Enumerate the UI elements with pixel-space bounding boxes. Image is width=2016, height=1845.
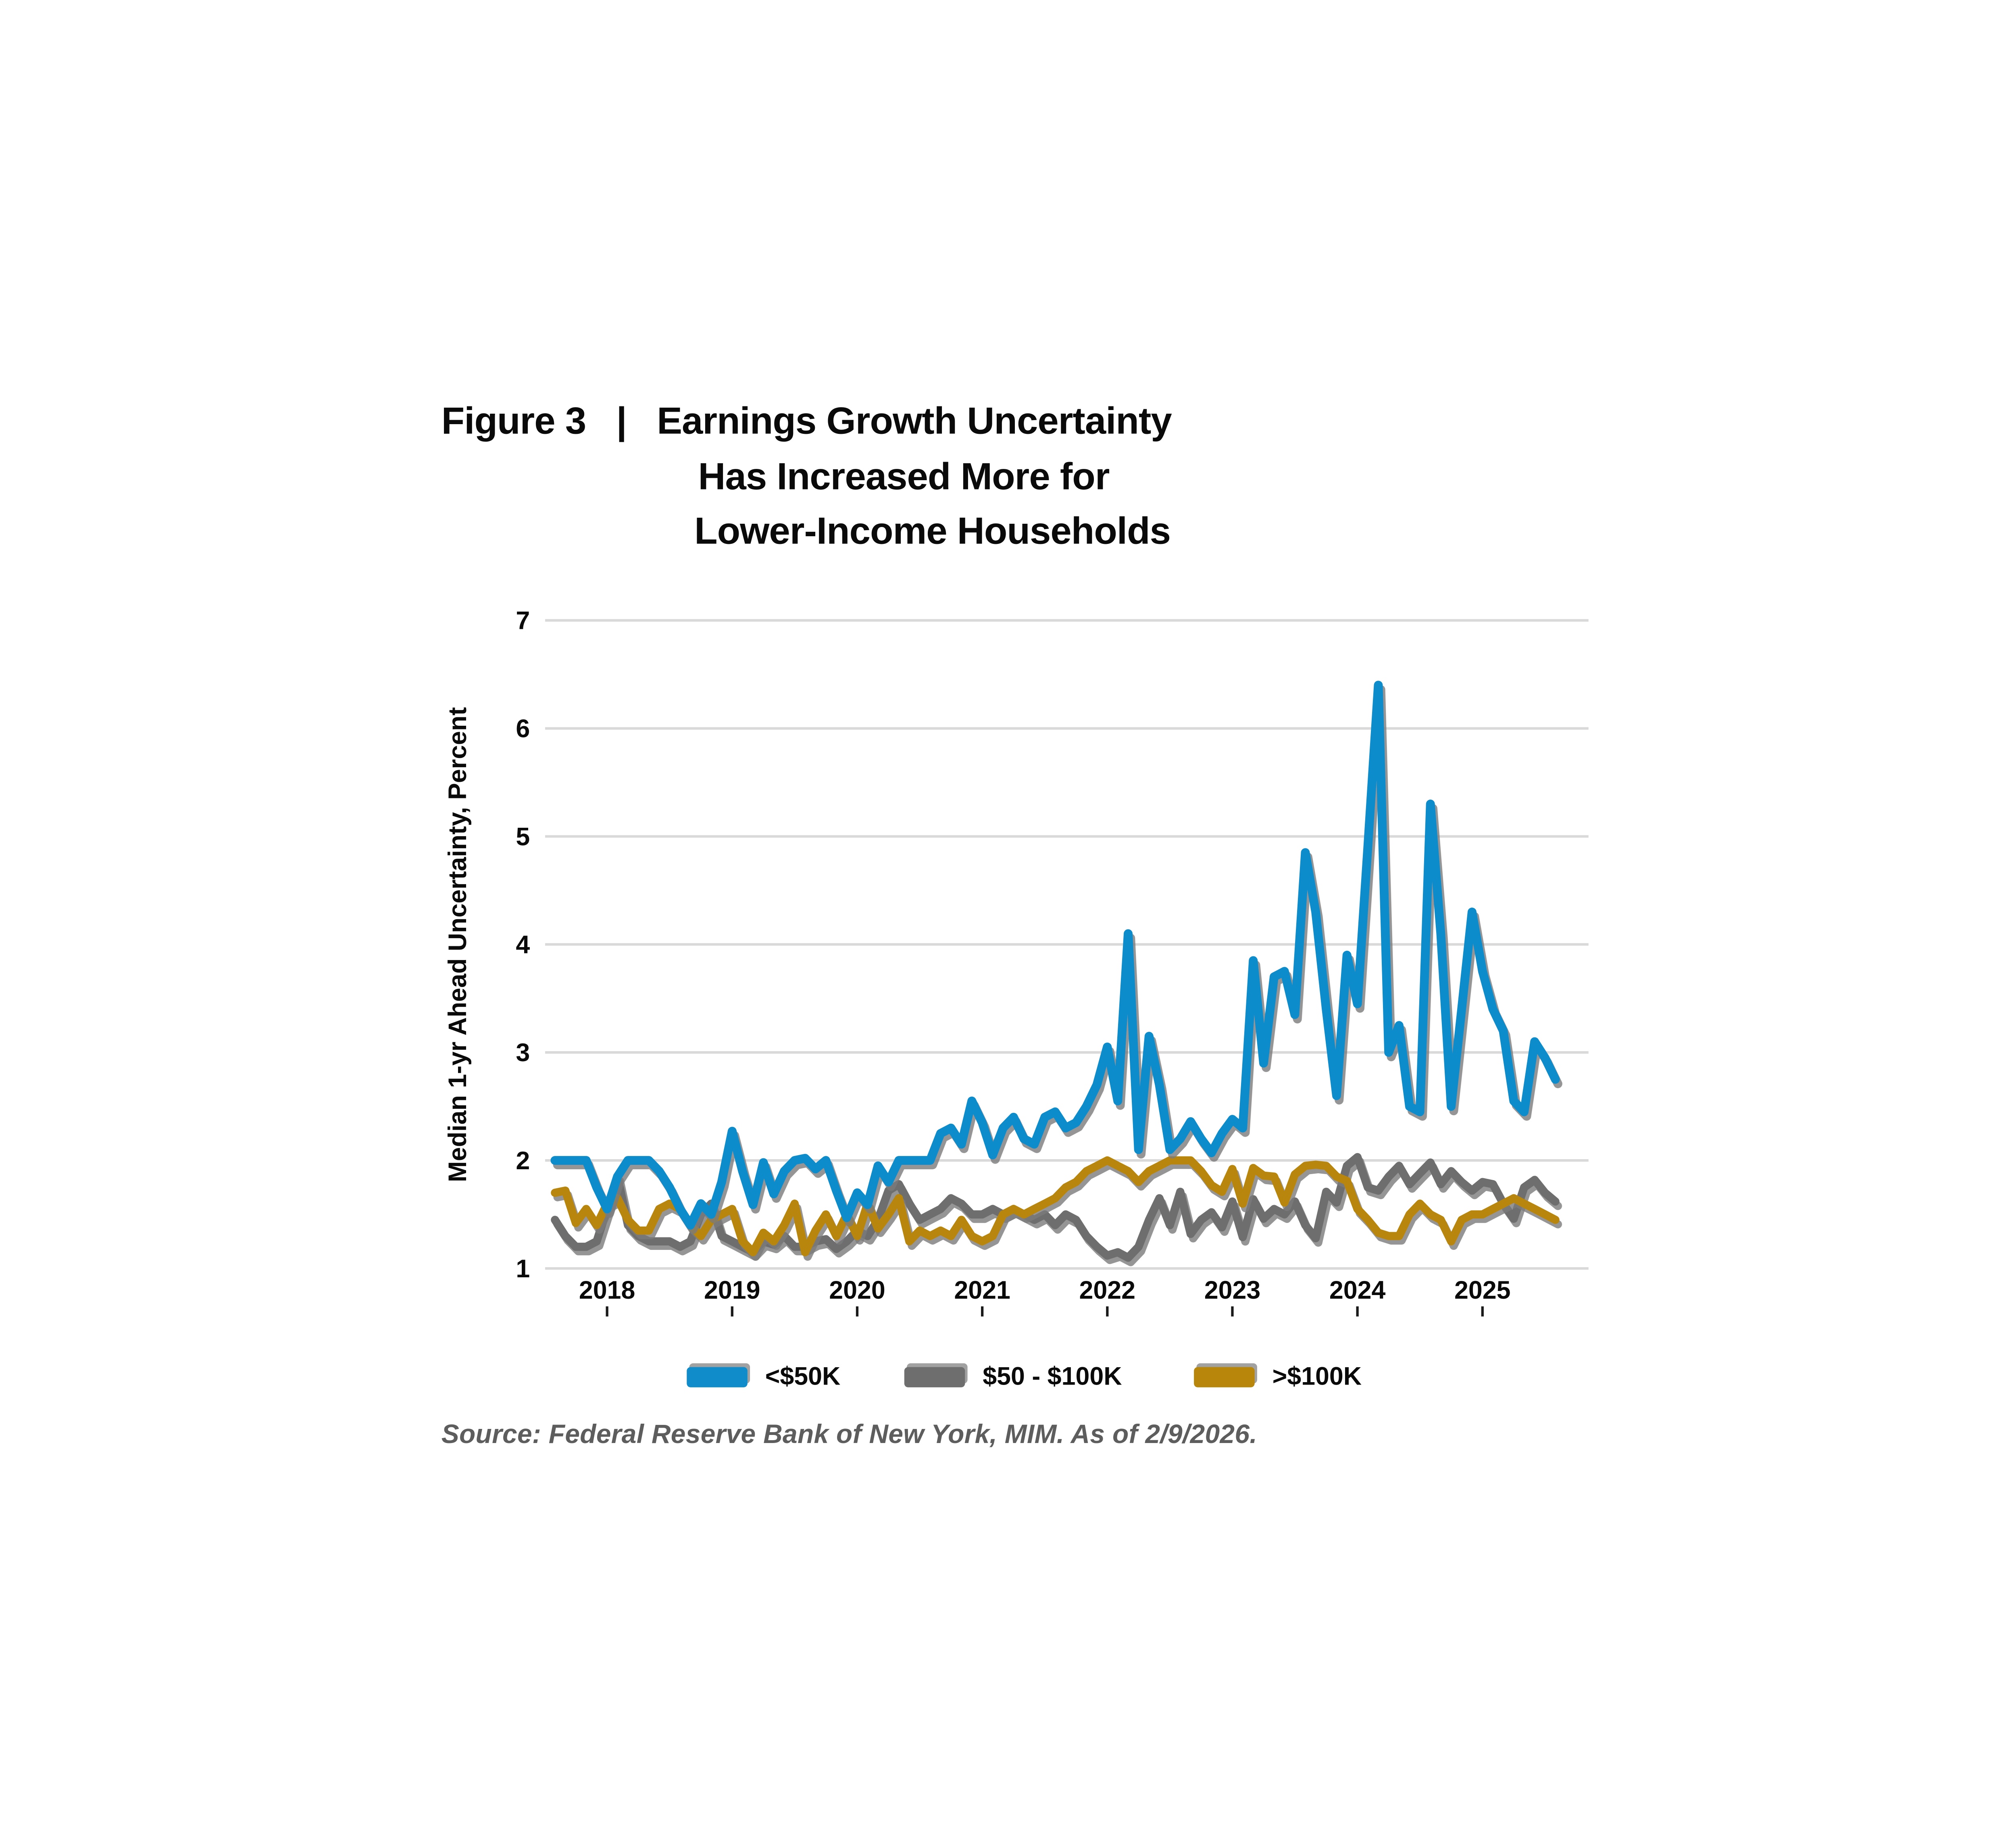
x-tick-label-2018: 2018 — [579, 1276, 635, 1304]
y-tick-label-1: 1 — [516, 1255, 530, 1283]
figure-label: Figure 3 — [441, 401, 586, 443]
legend-item-50-100k: $50 - $100K — [904, 1362, 1122, 1392]
chart-title: Figure 3 | Earnings Growth Uncertainty H… — [442, 394, 1172, 559]
series-line--100k — [551, 1156, 1560, 1256]
x-tick-label-2019: 2019 — [704, 1276, 760, 1304]
x-tick-label-2024: 2024 — [1329, 1276, 1386, 1304]
y-tick-label-3: 3 — [516, 1039, 530, 1067]
y-tick-label-5: 5 — [516, 823, 530, 851]
x-tick-label-2022: 2022 — [1079, 1276, 1136, 1304]
x-tick-label-2020: 2020 — [829, 1276, 885, 1304]
y-tick-label-4: 4 — [516, 931, 530, 959]
legend-label-over-100k: >$100K — [1272, 1362, 1362, 1391]
title-separator: | — [616, 401, 627, 443]
legend-label-under-50k: <$50K — [765, 1362, 841, 1391]
legend: <$50K $50 - $100K >$100K — [0, 1362, 2016, 1392]
chart-title-line2: Has Increased More for — [698, 456, 1110, 498]
figure-canvas: Figure 3 | Earnings Growth Uncertainty H… — [0, 344, 2016, 1501]
chart-title-line1: Figure 3 | Earnings Growth Uncertainty — [442, 394, 1172, 449]
title-text-line1: Earnings Growth Uncertainty — [657, 401, 1172, 443]
legend-swatch-50-100k — [904, 1367, 965, 1387]
y-tick-label-6: 6 — [516, 714, 530, 743]
legend-label-50-100k: $50 - $100K — [983, 1362, 1122, 1391]
legend-swatch-over-100k — [1194, 1367, 1255, 1387]
x-tick-label-2021: 2021 — [954, 1276, 1010, 1304]
series-line--50-100k — [551, 1153, 1560, 1262]
x-tick-label-2025: 2025 — [1454, 1276, 1511, 1304]
legend-item-under-50k: <$50K — [687, 1362, 840, 1392]
x-tick-label-2023: 2023 — [1204, 1276, 1261, 1304]
legend-item-over-100k: >$100K — [1194, 1362, 1362, 1392]
series-line--50k — [550, 681, 1560, 1230]
source-note: Source: Federal Reserve Bank of New York… — [441, 1420, 1257, 1449]
chart-title-line3: Lower-Income Households — [694, 510, 1171, 553]
line-chart: 1 2 3 4 5 6 7 2018 2019 2020 2021 2022 2023 2024 2025 — [516, 607, 1589, 1317]
y-tick-label-7: 7 — [516, 607, 530, 635]
y-tick-label-2: 2 — [516, 1147, 530, 1175]
legend-swatch-under-50k — [687, 1367, 748, 1387]
